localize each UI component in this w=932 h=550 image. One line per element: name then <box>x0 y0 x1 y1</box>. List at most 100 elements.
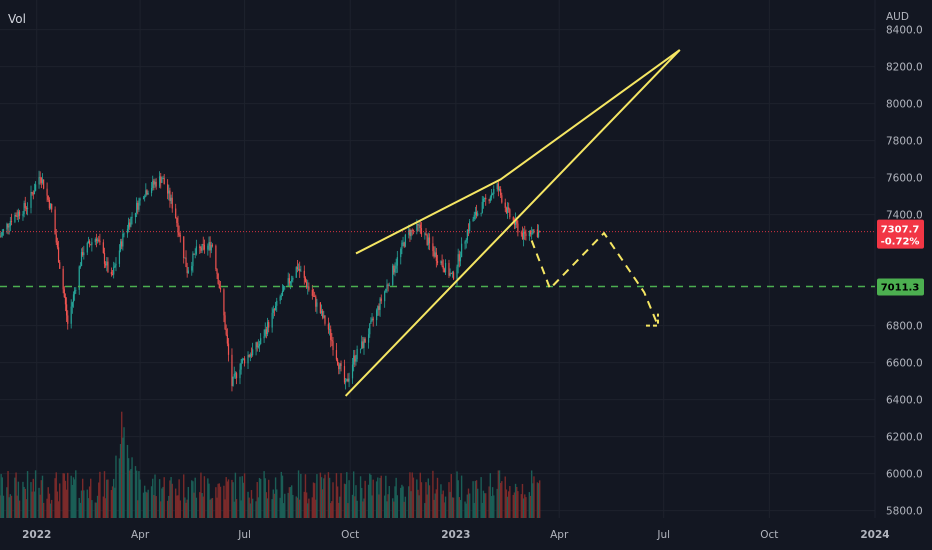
candle-body <box>159 176 161 187</box>
y-tick-label: 6400.0 <box>886 395 923 407</box>
volume-bar <box>396 495 399 518</box>
volume-bar <box>87 498 90 518</box>
candle-body <box>215 245 217 270</box>
volume-bar <box>139 479 141 518</box>
volume-bar <box>2 495 5 518</box>
trend-drawings[interactable] <box>344 49 681 397</box>
candlesticks[interactable] <box>0 170 541 392</box>
x-tick-label: Oct <box>341 529 359 541</box>
volume-bar <box>146 492 148 518</box>
volume-bar <box>290 485 293 518</box>
volume-bar <box>185 502 187 518</box>
candle-body <box>59 262 61 269</box>
candle-body <box>46 188 48 196</box>
volume-bar <box>367 484 370 518</box>
candle-body <box>208 242 210 246</box>
volume-bar <box>259 479 262 518</box>
candle-body <box>402 242 404 244</box>
candle-body <box>234 373 237 375</box>
volume-bar <box>497 470 500 518</box>
volume-bar <box>241 476 243 518</box>
candle-body <box>74 290 76 295</box>
volume-bar <box>75 470 77 518</box>
projection-path[interactable] <box>530 231 659 326</box>
candle-body <box>265 329 268 334</box>
candle-body <box>47 195 49 200</box>
volume-bar <box>472 481 474 518</box>
volume-bar <box>386 501 388 518</box>
candle-body <box>266 322 269 334</box>
volume-bar <box>464 501 466 518</box>
candle-body <box>191 266 193 271</box>
volume-bar <box>191 480 193 518</box>
volume-bar <box>162 486 164 518</box>
volume-bar <box>225 477 227 518</box>
candle-body <box>232 376 234 386</box>
volume-bar <box>256 482 258 518</box>
volume-bar <box>465 503 467 518</box>
candle-body <box>345 381 347 383</box>
candle-body <box>433 251 435 257</box>
volume-bar <box>103 471 106 518</box>
candle-body <box>129 222 131 227</box>
volume-bar <box>194 477 196 518</box>
volume-bar <box>179 500 181 518</box>
volume-bar <box>112 478 115 518</box>
volume-bar <box>135 470 138 518</box>
wedge-upper-trendline[interactable] <box>355 49 681 255</box>
candle-body <box>537 231 540 237</box>
volume-bar <box>408 486 410 518</box>
candle-body <box>26 207 29 209</box>
volume-bar <box>460 475 463 518</box>
wedge-lower-trendline[interactable] <box>344 49 681 397</box>
candle-body <box>123 233 125 235</box>
candle-body <box>532 229 534 234</box>
volume-bar <box>247 491 249 518</box>
candle-body <box>88 241 91 245</box>
candle-body <box>51 203 53 210</box>
volume-bar <box>15 472 17 518</box>
candle-body <box>201 243 203 251</box>
candle-body <box>528 230 530 237</box>
volume-bar <box>9 494 12 518</box>
volume-bar <box>18 500 21 518</box>
candle-body <box>348 378 350 382</box>
volume-bar <box>343 483 346 518</box>
candle-body <box>94 239 96 243</box>
volume-bar <box>121 411 123 518</box>
volume-bar <box>468 493 471 518</box>
candle-body <box>199 246 201 249</box>
candle-body <box>210 245 212 251</box>
volume-bar <box>251 498 254 518</box>
volume-bar <box>449 491 451 518</box>
candle-body <box>114 265 116 268</box>
candle-body <box>276 300 278 306</box>
volume-bar <box>359 476 362 518</box>
volume-bar <box>483 493 486 518</box>
time-axis[interactable]: 2022 Apr Jul Oct 2023 Apr Jul Oct 2024 <box>22 529 889 541</box>
candle-body <box>339 363 341 370</box>
volume-bar <box>364 480 366 518</box>
price-axis[interactable]: AUD 8400.0 8200.0 8000.0 7800.0 7600.0 7400.0 6… <box>886 11 923 518</box>
volume-indicator-label[interactable]: Vol <box>8 12 26 26</box>
volume-bar <box>412 477 415 518</box>
volume-bar <box>160 501 162 518</box>
volume-bar <box>529 495 532 518</box>
candle-body <box>485 197 487 200</box>
volume-bar <box>258 477 261 518</box>
volume-bar <box>436 477 439 518</box>
candle-body <box>385 288 387 292</box>
candle-body <box>18 211 21 216</box>
y-tick-label: 8400.0 <box>886 25 923 37</box>
volume-bar <box>456 471 458 518</box>
candle-body <box>78 266 80 290</box>
candle-body <box>386 284 388 289</box>
candle-body <box>428 237 431 244</box>
x-tick-label: 2022 <box>22 529 51 541</box>
candle-body <box>467 230 470 231</box>
volume-bar <box>331 501 333 518</box>
candle-body <box>330 329 332 340</box>
volume-bar <box>375 481 378 518</box>
candle-body <box>353 355 355 365</box>
